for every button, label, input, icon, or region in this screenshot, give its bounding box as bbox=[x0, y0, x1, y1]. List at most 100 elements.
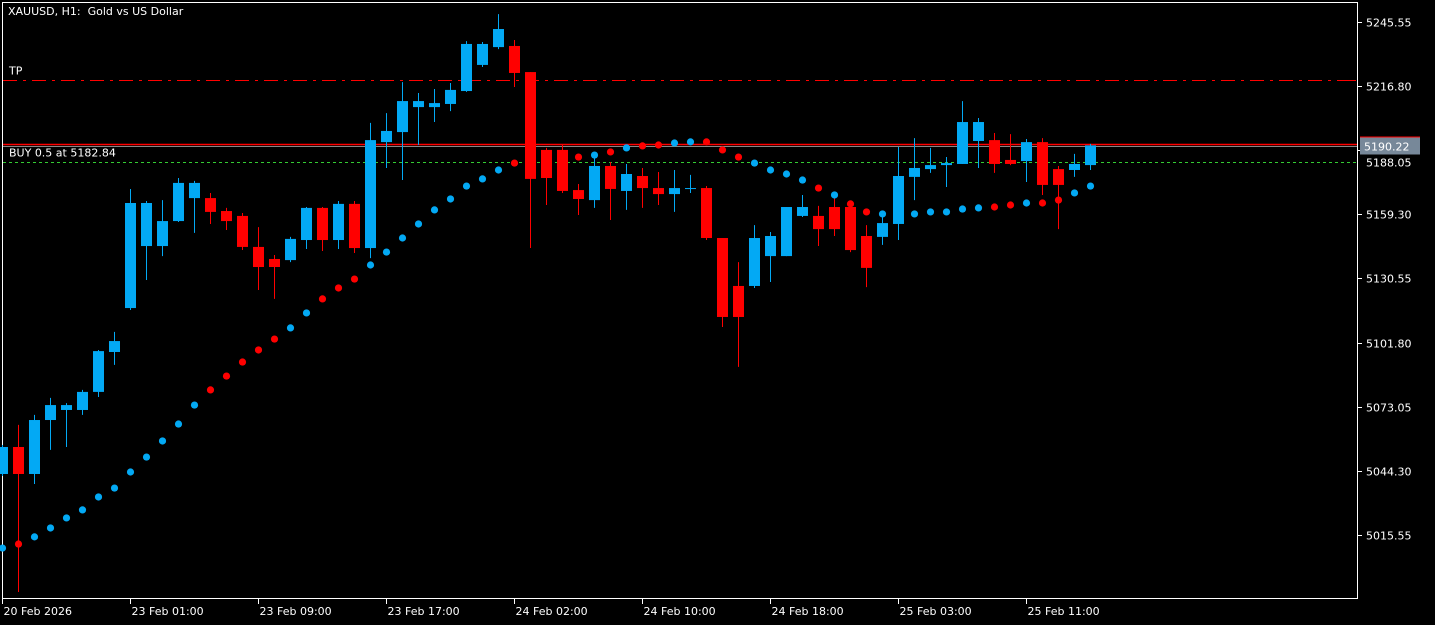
candle bbox=[781, 207, 792, 257]
sar-dot bbox=[494, 166, 503, 174]
candle-body bbox=[941, 163, 952, 166]
candle-body bbox=[765, 236, 776, 257]
candle-body bbox=[541, 149, 552, 179]
candle bbox=[301, 207, 312, 249]
sar-dot bbox=[910, 210, 919, 218]
candle-body bbox=[317, 207, 328, 241]
candle-body bbox=[1069, 163, 1080, 170]
candle-body bbox=[1085, 145, 1096, 166]
candle-body bbox=[909, 167, 920, 177]
sar-dot bbox=[398, 234, 407, 242]
sar-dot bbox=[974, 204, 983, 212]
candle-body bbox=[621, 174, 632, 191]
sar-dot bbox=[142, 453, 151, 461]
candle-body bbox=[781, 207, 792, 257]
candle bbox=[877, 213, 888, 245]
candle-body bbox=[493, 29, 504, 48]
candle bbox=[909, 138, 920, 201]
x-tick-label: 20 Feb 2026 bbox=[4, 605, 72, 618]
candle bbox=[285, 236, 296, 263]
sar-dot bbox=[190, 401, 199, 409]
candle-body bbox=[861, 236, 872, 268]
candle-body bbox=[77, 391, 88, 410]
x-tick-label: 24 Feb 02:00 bbox=[516, 605, 588, 618]
y-tick-label: 5044.30 bbox=[1366, 466, 1412, 479]
candle-body bbox=[45, 405, 56, 421]
candle bbox=[685, 174, 696, 193]
sar-dot bbox=[430, 206, 439, 214]
sar-dot bbox=[1070, 189, 1079, 197]
chart-title: XAUUSD, H1: Gold vs US Dollar bbox=[8, 5, 184, 18]
sar-dot bbox=[734, 153, 743, 161]
candle bbox=[13, 424, 24, 592]
candle bbox=[333, 200, 344, 249]
x-tick-label: 24 Feb 10:00 bbox=[644, 605, 716, 618]
candle bbox=[77, 389, 88, 415]
candle bbox=[749, 225, 760, 288]
candle-body bbox=[685, 188, 696, 190]
sar-dot bbox=[942, 208, 951, 216]
x-tick-label: 23 Feb 09:00 bbox=[260, 605, 332, 618]
current-price-box bbox=[1360, 137, 1420, 155]
sar-dot bbox=[414, 220, 423, 228]
candle bbox=[365, 122, 376, 259]
sar-dot bbox=[766, 166, 775, 174]
candle bbox=[269, 254, 280, 299]
candle bbox=[797, 194, 808, 218]
candle bbox=[717, 238, 728, 328]
candle-body bbox=[365, 140, 376, 249]
sar-dot bbox=[670, 139, 679, 147]
candle bbox=[925, 147, 936, 173]
candle bbox=[589, 155, 600, 208]
y-tick-label: 5245.55 bbox=[1366, 17, 1412, 30]
candle-body bbox=[253, 246, 264, 268]
candle bbox=[941, 157, 952, 187]
candle bbox=[605, 161, 616, 220]
candle-body bbox=[93, 351, 104, 392]
y-tick-label: 5188.05 bbox=[1366, 157, 1412, 170]
candle-body bbox=[669, 188, 680, 195]
x-tick-label: 25 Feb 11:00 bbox=[1028, 605, 1100, 618]
candle bbox=[237, 213, 248, 251]
candle-body bbox=[733, 285, 744, 317]
candle bbox=[45, 397, 56, 450]
candle-body bbox=[413, 101, 424, 108]
candle bbox=[429, 89, 440, 123]
candle-body bbox=[349, 203, 360, 249]
sar-dot bbox=[606, 148, 615, 156]
candle-body bbox=[301, 207, 312, 241]
candle-body bbox=[173, 182, 184, 222]
x-tick-label: 24 Feb 18:00 bbox=[772, 605, 844, 618]
candle-body bbox=[797, 207, 808, 216]
candle-body bbox=[877, 223, 888, 237]
candle bbox=[509, 39, 520, 88]
candle-body bbox=[813, 215, 824, 230]
sar-dot bbox=[62, 514, 71, 522]
candle bbox=[61, 403, 72, 448]
candle bbox=[461, 41, 472, 92]
candle-body bbox=[573, 190, 584, 199]
candle-body bbox=[1053, 169, 1064, 185]
sar-dot bbox=[1038, 199, 1047, 207]
sar-dot bbox=[94, 493, 103, 501]
y-tick-label: 5073.05 bbox=[1366, 402, 1412, 415]
candle bbox=[957, 101, 968, 164]
sar-dot bbox=[334, 284, 343, 292]
sar-dot bbox=[1086, 182, 1095, 190]
candle-body bbox=[205, 198, 216, 212]
sar-dot bbox=[718, 146, 727, 154]
candle-body bbox=[893, 176, 904, 224]
candle bbox=[557, 145, 568, 193]
candle bbox=[205, 192, 216, 224]
sar-dot bbox=[1006, 201, 1015, 209]
current-price-label: 5190.22 bbox=[1364, 141, 1410, 154]
candle-body bbox=[925, 165, 936, 170]
y-tick-label: 5216.80 bbox=[1366, 81, 1412, 94]
sar-dot bbox=[654, 141, 663, 149]
candle-body bbox=[333, 203, 344, 241]
candle bbox=[157, 200, 168, 257]
candle-body bbox=[109, 341, 120, 352]
candle-body bbox=[653, 188, 664, 195]
sar-dot bbox=[254, 346, 263, 354]
